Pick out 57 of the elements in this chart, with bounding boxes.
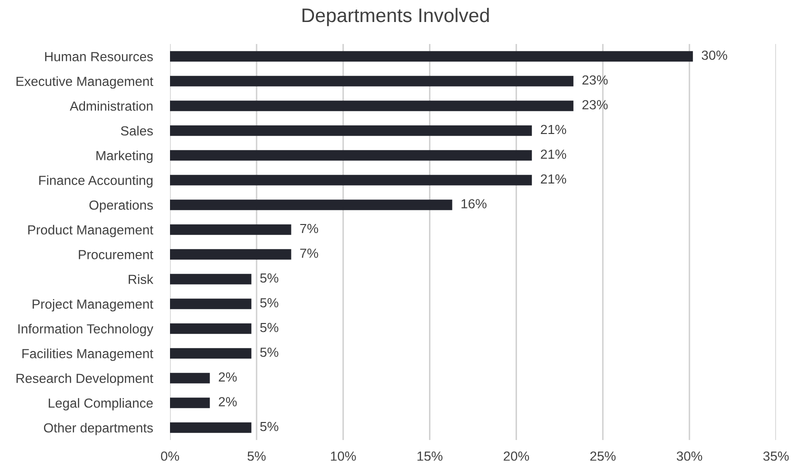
data-label: 2% <box>218 372 237 382</box>
bar <box>170 422 252 433</box>
data-label: 5% <box>260 298 278 308</box>
y-tick-label: Finance Accounting <box>39 175 152 188</box>
bar <box>170 398 210 408</box>
y-tick-label: Other departments <box>44 422 153 436</box>
bar <box>170 224 292 235</box>
x-tick-label: 5% <box>248 452 266 461</box>
data-label: 30% <box>702 50 728 60</box>
data-label: 5% <box>260 322 278 332</box>
bar <box>170 200 452 210</box>
data-label: 7% <box>300 248 318 258</box>
bar <box>170 174 532 186</box>
y-tick-label: Procurement <box>78 250 154 260</box>
y-tick-label: Marketing <box>96 150 152 163</box>
x-tick-label: 20% <box>504 451 530 461</box>
bar <box>170 150 532 161</box>
y-tick-label: Human Resources <box>45 52 153 62</box>
y-tick-label: Sales <box>120 126 153 136</box>
bar <box>170 100 574 112</box>
x-tick-label: 30% <box>676 451 702 461</box>
bar <box>170 298 252 310</box>
chart-title: Departments Involved <box>302 8 489 26</box>
y-tick-label: Risk <box>128 274 154 284</box>
x-tick-label: 35% <box>763 451 789 461</box>
data-label: 2% <box>218 397 237 406</box>
x-tick-label: 15% <box>418 452 442 461</box>
y-tick-label: Legal Compliance <box>48 398 153 410</box>
y-tick-label: Operations <box>89 200 153 212</box>
y-tick-label: Project Management <box>32 299 154 312</box>
data-label: 7% <box>300 224 318 234</box>
bar <box>170 323 252 334</box>
bar <box>170 372 210 384</box>
x-tick-label: 25% <box>590 451 616 461</box>
bar <box>170 76 574 86</box>
data-label: 5% <box>260 348 278 357</box>
data-label: 5% <box>260 422 278 432</box>
y-tick-label: Facilities Management <box>22 348 154 361</box>
y-tick-label: Administration <box>70 101 152 111</box>
data-label: 21% <box>540 174 566 184</box>
y-tick-label: Executive Management <box>16 76 154 89</box>
bar <box>170 249 292 260</box>
data-label: 23% <box>582 100 608 110</box>
x-tick-label: 10% <box>330 451 356 461</box>
data-label: 5% <box>260 273 278 283</box>
y-tick-label: Product Management <box>28 224 154 238</box>
data-label: 21% <box>540 124 566 134</box>
bar <box>170 274 252 284</box>
bar <box>170 51 693 62</box>
y-tick-label: Information Technology <box>18 324 154 336</box>
x-tick-label: 0% <box>160 451 180 461</box>
data-label: 21% <box>540 150 566 159</box>
data-label: 23% <box>582 75 608 85</box>
data-label: 16% <box>462 199 486 208</box>
bar <box>170 125 532 136</box>
y-tick-label: Research Development <box>16 373 154 386</box>
bar <box>170 348 252 359</box>
